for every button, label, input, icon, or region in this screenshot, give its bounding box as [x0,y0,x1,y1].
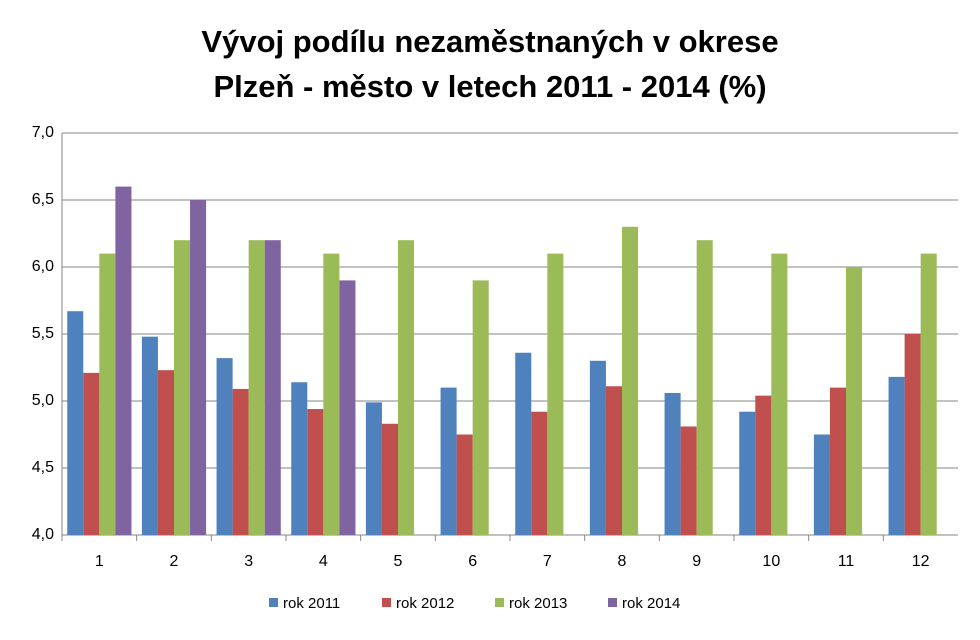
bar [846,267,863,535]
x-tick-label: 5 [394,553,403,570]
bar [339,280,356,535]
bar [307,409,324,535]
legend-swatch [608,598,617,607]
bar [115,186,132,535]
chart-title: Vývoj podílu nezaměstnaných v okrese [201,24,778,59]
bar [456,434,473,535]
y-tick-label: 4,5 [32,459,54,476]
bar [472,280,489,535]
bar [547,253,564,535]
y-tick-label: 6,0 [32,258,54,275]
bar [174,240,191,535]
bar [248,240,265,535]
bar [755,395,772,535]
bar [99,253,116,535]
chart-title: Plzeň - město v letech 2011 - 2014 (%) [213,69,766,104]
bar [381,423,398,535]
bar [904,334,921,535]
bar [589,360,606,535]
legend-swatch [269,598,278,607]
bar [696,240,713,535]
legend-label: rok 2014 [622,595,680,612]
bar [398,240,415,535]
x-tick-label: 7 [543,553,552,570]
x-tick-label: 1 [95,553,104,570]
y-tick-label: 4,0 [32,526,54,543]
x-tick-label: 6 [468,553,477,570]
bar [216,358,233,535]
x-tick-label: 2 [170,553,179,570]
bar [323,253,340,535]
bar [664,392,681,535]
bar [771,253,788,535]
x-tick-label: 3 [244,553,253,570]
x-tick-label: 8 [618,553,627,570]
y-tick-label: 5,5 [32,325,54,342]
x-tick-label: 12 [912,553,930,570]
bar [157,370,174,535]
legend-swatch [495,598,504,607]
legend-label: rok 2013 [509,595,567,612]
bar [920,253,937,535]
bar [232,388,249,535]
y-tick-label: 5,0 [32,392,54,409]
bar [83,372,100,535]
x-tick-label: 11 [838,553,855,570]
bar [365,402,382,535]
bar [622,226,639,536]
x-tick-label: 4 [319,553,328,570]
bar [829,387,846,535]
legend-swatch [382,598,391,607]
bar [67,311,84,535]
bar [264,240,281,535]
bar [680,426,697,535]
bar [190,200,207,535]
bar [605,386,622,535]
legend-label: rok 2011 [283,595,340,612]
bar [739,411,756,535]
bar [141,336,158,535]
y-tick-label: 7,0 [32,124,54,141]
bar [291,382,308,535]
y-tick-label: 6,5 [32,191,54,208]
x-tick-label: 9 [692,553,701,570]
bar [888,376,905,535]
bar [813,434,830,535]
bar [440,387,457,535]
bar [531,411,548,535]
legend-label: rok 2012 [396,595,454,612]
bar [515,352,532,535]
x-tick-label: 10 [762,553,780,570]
